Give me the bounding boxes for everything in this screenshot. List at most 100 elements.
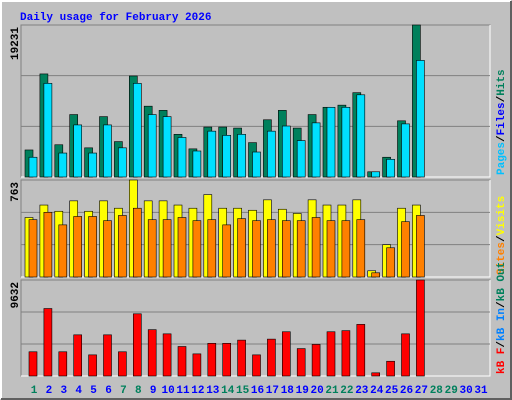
bar xyxy=(162,333,172,377)
x-tick-label: 11 xyxy=(176,385,190,397)
chart-title: Daily usage for February 2026 xyxy=(20,12,211,24)
bar xyxy=(207,343,217,377)
bar xyxy=(177,217,187,278)
bar xyxy=(192,220,202,278)
x-tick-label: 18 xyxy=(281,385,295,397)
legend-separator: / xyxy=(496,235,508,242)
x-tick-label: 16 xyxy=(251,385,264,397)
x-tick-label: 1 xyxy=(31,385,38,397)
x-tick-label: 22 xyxy=(340,385,353,397)
bar xyxy=(416,60,425,178)
bar xyxy=(118,215,127,278)
x-tick-label: 29 xyxy=(445,385,458,397)
legend-entry: kB Out xyxy=(496,262,508,302)
bar xyxy=(43,211,53,278)
y-tick-label: 763 xyxy=(10,182,22,202)
x-tick-label: 13 xyxy=(206,385,220,397)
bar xyxy=(416,279,425,377)
bar xyxy=(341,330,351,377)
x-tick-label: 17 xyxy=(266,385,279,397)
bar xyxy=(207,219,217,278)
x-tick-label: 8 xyxy=(135,385,142,397)
bar xyxy=(28,351,38,377)
legend-entry: kB In xyxy=(496,308,508,341)
bar xyxy=(371,372,381,377)
x-tick-label: 28 xyxy=(430,385,444,397)
legend-entry: Sites xyxy=(496,242,508,275)
bar xyxy=(281,125,291,178)
bar xyxy=(162,219,172,278)
bar xyxy=(311,344,321,377)
x-tick-label: 31 xyxy=(474,385,488,397)
bar xyxy=(207,130,217,178)
bar xyxy=(222,343,231,377)
bar xyxy=(311,217,321,278)
bar xyxy=(88,216,97,278)
bar xyxy=(416,215,425,278)
bar xyxy=(267,130,276,178)
bar xyxy=(341,220,351,278)
bar xyxy=(356,324,366,377)
x-tick-label: 23 xyxy=(355,385,369,397)
bar xyxy=(103,124,112,178)
x-tick-label: 15 xyxy=(236,385,250,397)
bar xyxy=(281,220,291,278)
legend-entry: kB F xyxy=(496,348,508,374)
bar xyxy=(28,219,38,278)
x-tick-label: 19 xyxy=(296,385,309,397)
x-tick-label: 26 xyxy=(400,385,413,397)
x-tick-label: 3 xyxy=(60,385,67,397)
bar xyxy=(296,220,306,278)
bar xyxy=(386,247,395,278)
bar xyxy=(222,135,231,178)
y-tick-label: 19231 xyxy=(10,27,22,60)
bar xyxy=(133,313,142,377)
bar xyxy=(58,152,68,178)
bar xyxy=(237,134,246,178)
legend-entry: Files xyxy=(496,102,508,135)
x-tick-label: 9 xyxy=(150,385,157,397)
x-tick-label: 12 xyxy=(191,385,204,397)
bar xyxy=(311,122,321,178)
bar xyxy=(192,353,202,377)
x-tick-label: 6 xyxy=(105,385,112,397)
bar xyxy=(147,219,157,278)
bar xyxy=(43,83,53,178)
bar xyxy=(237,218,246,278)
bar xyxy=(326,106,336,178)
x-tick-label: 24 xyxy=(370,385,384,397)
bar xyxy=(281,331,291,377)
bar xyxy=(58,351,68,377)
bar xyxy=(103,220,112,278)
legend-separator: / xyxy=(496,135,508,142)
legend-separator: / xyxy=(496,301,508,308)
bar xyxy=(326,220,336,278)
bar xyxy=(222,224,231,278)
bar xyxy=(73,334,82,377)
bar xyxy=(88,152,97,178)
bar xyxy=(73,216,82,278)
x-tick-label: 30 xyxy=(459,385,472,397)
bar xyxy=(356,219,366,278)
bar xyxy=(177,346,187,377)
bar xyxy=(267,219,276,278)
bar xyxy=(326,331,336,377)
bar xyxy=(118,351,127,377)
bar xyxy=(401,123,410,178)
x-tick-label: 7 xyxy=(120,385,127,397)
bar xyxy=(147,114,157,178)
legend-entry: Hits xyxy=(496,69,508,95)
bar xyxy=(252,151,261,178)
bar xyxy=(356,94,366,178)
legend-entry: Visits xyxy=(496,196,508,236)
legend-separator: / xyxy=(496,341,508,348)
bar xyxy=(237,339,246,377)
bar xyxy=(371,272,381,278)
legend-entry: Pages xyxy=(496,142,508,175)
legend: Sites/Visits xyxy=(496,196,508,275)
x-tick-label: 10 xyxy=(161,385,174,397)
bar xyxy=(401,221,410,278)
